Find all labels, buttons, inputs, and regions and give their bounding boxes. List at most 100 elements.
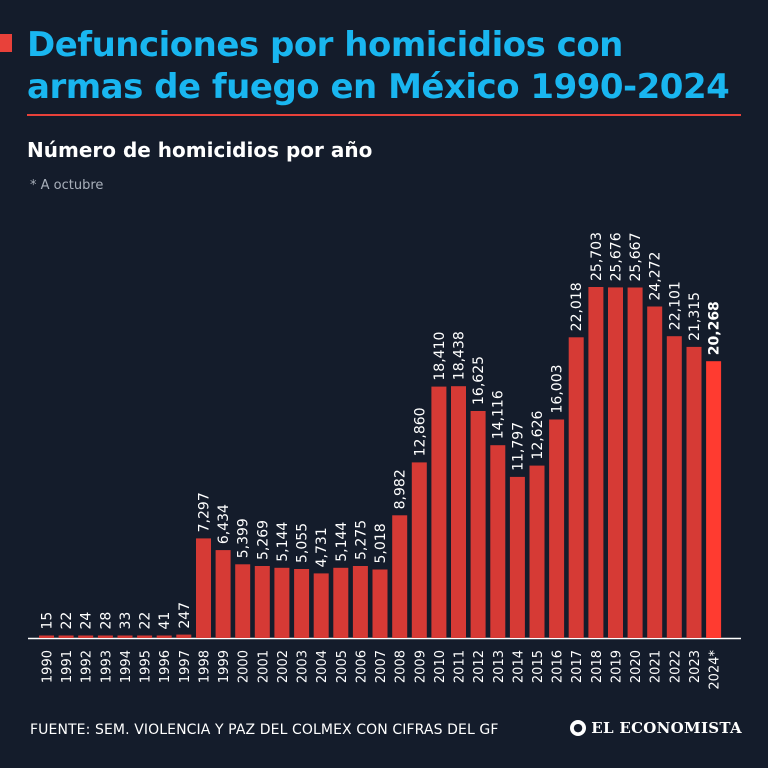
tick-label-1996: 1996 <box>158 650 173 683</box>
value-label-1990: 15 <box>40 612 56 630</box>
tick-label-2003: 2003 <box>296 650 311 683</box>
bar-2005 <box>333 567 349 638</box>
bar-2017 <box>568 337 584 638</box>
bar-2024 <box>706 361 722 638</box>
globe-icon: ● <box>570 720 587 736</box>
value-label-2019: 25,676 <box>608 232 624 281</box>
tick-label-2024: 2024* <box>708 650 723 690</box>
tick-label-2020: 2020 <box>629 650 644 683</box>
value-label-2007: 5,018 <box>373 523 389 563</box>
tick-label-2008: 2008 <box>394 650 409 683</box>
value-label-2017: 22,018 <box>569 282 585 331</box>
tick-label-2005: 2005 <box>335 650 350 683</box>
chart-subtitle: Número de homicidios por año <box>27 138 373 162</box>
tick-label-1998: 1998 <box>197 650 212 683</box>
bar-2023 <box>686 346 702 638</box>
bar-2010 <box>431 386 447 638</box>
tick-label-2022: 2022 <box>668 650 683 683</box>
tick-label-2004: 2004 <box>315 650 330 683</box>
value-label-2001: 5,269 <box>255 520 271 560</box>
bar-2007 <box>372 569 388 638</box>
value-label-2023: 21,315 <box>687 292 703 341</box>
bar-2022 <box>666 336 682 638</box>
bar-1992 <box>78 635 94 638</box>
bar-2016 <box>549 419 565 638</box>
bar-1999 <box>215 550 231 638</box>
tick-label-2015: 2015 <box>531 650 546 683</box>
tick-label-1995: 1995 <box>139 650 154 683</box>
bar-1994 <box>117 635 133 638</box>
tick-label-2007: 2007 <box>374 650 389 683</box>
value-label-2022: 22,101 <box>667 281 683 330</box>
value-label-2004: 4,731 <box>314 527 330 567</box>
value-label-1993: 28 <box>98 612 114 630</box>
tick-label-2016: 2016 <box>551 650 566 683</box>
footnote: * A octubre <box>30 178 104 193</box>
bar-1997 <box>176 634 192 638</box>
bar-2012 <box>470 411 486 638</box>
value-label-2011: 18,438 <box>452 331 468 380</box>
tick-label-1994: 1994 <box>119 650 134 683</box>
bar-2003 <box>294 569 310 638</box>
value-label-2009: 12,860 <box>412 407 428 456</box>
value-label-2016: 16,003 <box>550 364 566 413</box>
bar-2019 <box>608 287 623 638</box>
tick-label-1993: 1993 <box>99 650 114 683</box>
value-label-2012: 16,625 <box>471 356 487 405</box>
value-label-2020: 25,667 <box>628 232 644 281</box>
tick-label-2010: 2010 <box>433 650 448 683</box>
tick-label-2017: 2017 <box>570 650 585 683</box>
tick-label-2001: 2001 <box>256 650 271 683</box>
bar-2014 <box>509 476 525 638</box>
value-label-2006: 5,275 <box>353 520 369 560</box>
value-label-2002: 5,144 <box>275 522 291 562</box>
value-label-2015: 12,626 <box>530 411 546 460</box>
value-label-2010: 18,410 <box>432 332 448 381</box>
title-divider <box>27 114 741 116</box>
value-label-2008: 8,982 <box>393 469 409 509</box>
value-label-2014: 11,797 <box>510 422 526 471</box>
bar-2002 <box>274 567 290 638</box>
tick-label-2012: 2012 <box>472 650 487 683</box>
page-title: Defunciones por homicidios con armas de … <box>27 25 730 107</box>
brand-name: EL ECONOMISTA <box>591 719 742 737</box>
tick-label-2000: 2000 <box>237 650 252 683</box>
bar-2009 <box>411 462 427 638</box>
value-label-2013: 14,116 <box>491 390 507 439</box>
value-label-2021: 24,272 <box>648 252 664 301</box>
tick-label-2023: 2023 <box>688 650 703 683</box>
value-label-2005: 5,144 <box>334 522 350 562</box>
value-label-1995: 22 <box>138 612 154 630</box>
value-label-2024: 20,268 <box>707 301 723 355</box>
bar-1998 <box>196 538 211 638</box>
tick-label-2011: 2011 <box>453 650 468 683</box>
tick-label-1992: 1992 <box>80 650 95 683</box>
tick-label-2014: 2014 <box>511 650 526 683</box>
bar-1990 <box>39 635 54 638</box>
value-label-1991: 22 <box>59 612 75 630</box>
tick-label-2013: 2013 <box>492 650 507 683</box>
bar-2021 <box>647 306 663 638</box>
bar-1993 <box>97 635 113 638</box>
tick-label-2002: 2002 <box>276 650 291 683</box>
tick-label-2019: 2019 <box>609 650 624 683</box>
value-label-2000: 5,399 <box>236 518 252 558</box>
brand-logo: ● EL ECONOMISTA <box>570 719 742 737</box>
value-label-1994: 33 <box>118 612 134 630</box>
tick-label-1991: 1991 <box>60 650 75 683</box>
bar-2006 <box>352 566 368 638</box>
bar-2004 <box>313 573 329 638</box>
value-label-1992: 24 <box>79 612 95 630</box>
bar-2008 <box>392 515 408 638</box>
value-label-2018: 25,703 <box>589 232 605 281</box>
value-label-1997: 247 <box>177 602 193 629</box>
title-accent-bar <box>0 34 12 52</box>
tick-label-2018: 2018 <box>590 650 605 683</box>
bar-2013 <box>490 445 506 638</box>
source-note: FUENTE: SEM. VIOLENCIA Y PAZ DEL COLMEX … <box>30 722 499 738</box>
bar-2001 <box>254 566 270 638</box>
bar-1995 <box>137 635 153 638</box>
bar-2015 <box>529 465 545 638</box>
tick-label-2006: 2006 <box>354 650 369 683</box>
bar-2020 <box>627 287 643 638</box>
